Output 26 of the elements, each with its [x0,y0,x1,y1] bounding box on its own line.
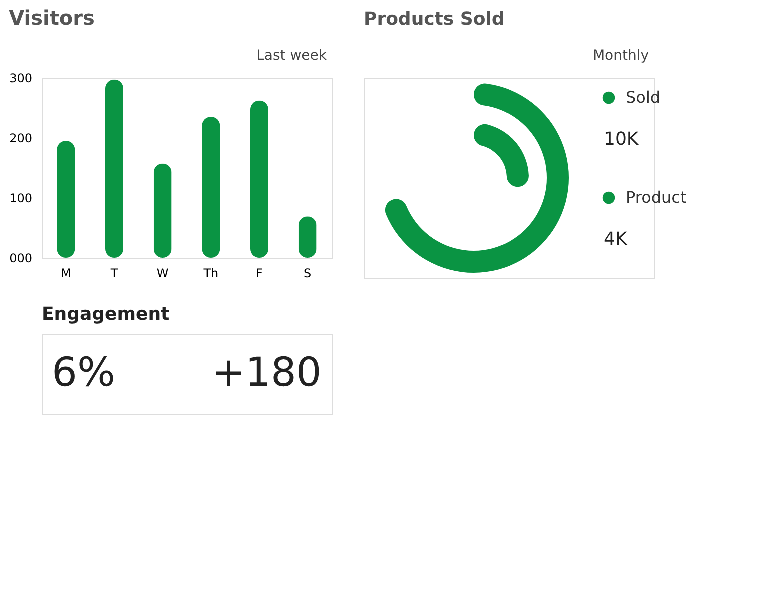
chart-title: Visitors [9,6,95,30]
x-tick-label: S [304,266,312,280]
bar [57,141,76,258]
x-tick-label: Th [202,266,219,280]
text: Products Sold [364,9,505,30]
text: 6% [52,350,116,396]
bar [106,80,124,258]
data-label: 4K [604,229,628,250]
y-tick-label: 200 [10,132,32,146]
x-tick-label: T [110,266,119,280]
x-tick-label: M [60,266,72,280]
bar [154,164,172,258]
y-tick-label: 000 [10,252,32,266]
x-tick-label: F [256,266,264,280]
y-tick-label: 300 [10,72,32,86]
category-label: Product [626,188,687,207]
bar [250,100,268,258]
text: Monthly [592,48,649,64]
text: +180 [212,350,322,396]
y-tick-label: 100 [10,192,32,206]
text: Last week [256,48,328,64]
bar [202,117,220,258]
x-tick-label: W [156,266,169,280]
category-label: Sold [626,88,661,107]
text: Engagement [42,304,170,325]
data-label: 10K [604,129,640,150]
